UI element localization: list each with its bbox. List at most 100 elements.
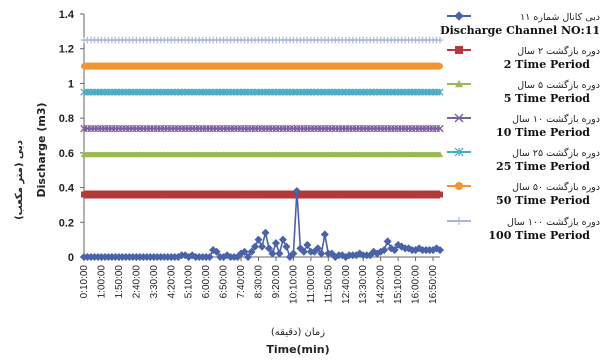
discharge-series: [79, 187, 445, 262]
marker-x: [436, 124, 444, 133]
x-tick-label: 1:00:00: [96, 265, 107, 299]
marker-square: [126, 191, 133, 198]
marker-square: [171, 191, 178, 198]
marker-asterisk: [454, 147, 464, 157]
series-5-time-period: [80, 151, 444, 158]
marker-square: [136, 191, 143, 198]
marker-square: [185, 191, 192, 198]
marker-asterisk: [436, 88, 444, 96]
y-tick-label: 1: [68, 78, 74, 90]
y-tick-labels: 0 0.2 0.4 0.6 0.8 1 1.2 1.4: [59, 9, 75, 264]
marker-square: [300, 191, 307, 198]
marker-square: [423, 191, 430, 198]
marker-diamond: [320, 230, 329, 239]
marker-square: [168, 191, 175, 198]
marker-square: [101, 191, 108, 198]
marker-square: [105, 191, 112, 198]
x-tick-label: 14:20:00: [376, 265, 387, 304]
marker-square: [248, 191, 255, 198]
marker-diamond: [188, 251, 197, 260]
marker-square: [206, 191, 213, 198]
marker-square: [283, 191, 290, 198]
marker-diamond: [264, 244, 273, 253]
legend-label-en: 5 Time Period: [504, 92, 591, 105]
marker-square: [412, 191, 419, 198]
marker-square: [234, 191, 241, 198]
marker-square: [353, 191, 360, 198]
marker-diamond: [247, 247, 256, 256]
marker-square: [81, 191, 87, 198]
marker-diamond: [282, 242, 291, 251]
marker-triangle: [436, 151, 444, 158]
legend-label-fa: دوره بازگشت ۲ سال: [517, 45, 600, 57]
marker-square: [437, 191, 443, 198]
y-axis-title-fa: دبی (متر مکعب): [14, 140, 25, 220]
axes: [80, 13, 440, 261]
series-25-time-period: [80, 88, 444, 96]
marker-square: [384, 191, 391, 198]
y-axis-title-en: Discharge (m3): [35, 103, 48, 198]
marker-square: [265, 191, 272, 198]
x-axis-title-en: Time(min): [266, 343, 329, 356]
marker-square: [94, 191, 101, 198]
y-tick-label: 1.2: [59, 44, 74, 56]
y-tick-label: 0.6: [59, 148, 74, 160]
legend-label-fa: دوره بازگشت ۱۰ سال: [512, 113, 600, 125]
marker-square: [112, 191, 119, 198]
marker-square: [157, 191, 164, 198]
marker-square: [140, 191, 147, 198]
marker-diamond: [205, 252, 214, 262]
marker-square: [178, 191, 185, 198]
x-tick-label: 5:10:00: [184, 265, 195, 299]
marker-square: [147, 191, 154, 198]
marker-square: [164, 191, 171, 198]
legend-label-fa: دوره بازگشت ۵ سال: [517, 79, 600, 91]
marker-square: [325, 191, 332, 198]
marker-diamond: [355, 249, 364, 258]
marker-diamond: [454, 11, 464, 21]
marker-diamond: [278, 235, 287, 244]
series-10-time-period: [80, 124, 444, 133]
legend-label-en: Discharge Channel NO:11: [440, 24, 600, 37]
marker-diamond: [299, 247, 308, 256]
legend-label-en: 100 Time Period: [488, 229, 590, 242]
marker-square: [377, 191, 384, 198]
marker-square: [133, 191, 140, 198]
marker-diamond: [275, 249, 284, 258]
marker-square: [129, 191, 136, 198]
x-tick-label: 11:00:00: [306, 265, 317, 304]
y-tick-label: 0.2: [59, 217, 74, 229]
x-tick-label: 10:10:00: [288, 265, 299, 304]
marker-square: [339, 191, 346, 198]
marker-square: [328, 191, 335, 198]
marker-square: [210, 191, 217, 198]
x-axis-title-fa: زمان (دقیقه): [271, 327, 325, 338]
marker-square: [220, 191, 227, 198]
marker-square: [279, 191, 286, 198]
x-tick-label: 12:40:00: [341, 265, 352, 304]
y-tick-label: 0: [68, 252, 74, 264]
marker-square: [307, 191, 314, 198]
marker-square: [311, 191, 318, 198]
marker-square: [227, 191, 234, 198]
marker-square: [182, 191, 189, 198]
marker-square: [356, 191, 363, 198]
marker-square: [433, 191, 440, 198]
marker-square: [189, 191, 196, 198]
marker-square: [115, 191, 122, 198]
marker-diamond: [271, 239, 280, 248]
marker-square: [255, 191, 262, 198]
marker-square: [335, 191, 342, 198]
marker-square: [391, 191, 398, 198]
marker-square: [398, 191, 405, 198]
marker-plus: [436, 36, 444, 44]
x-tick-label: 0:10:00: [79, 265, 90, 299]
marker-diamond: [251, 242, 260, 251]
marker-square: [213, 191, 220, 198]
